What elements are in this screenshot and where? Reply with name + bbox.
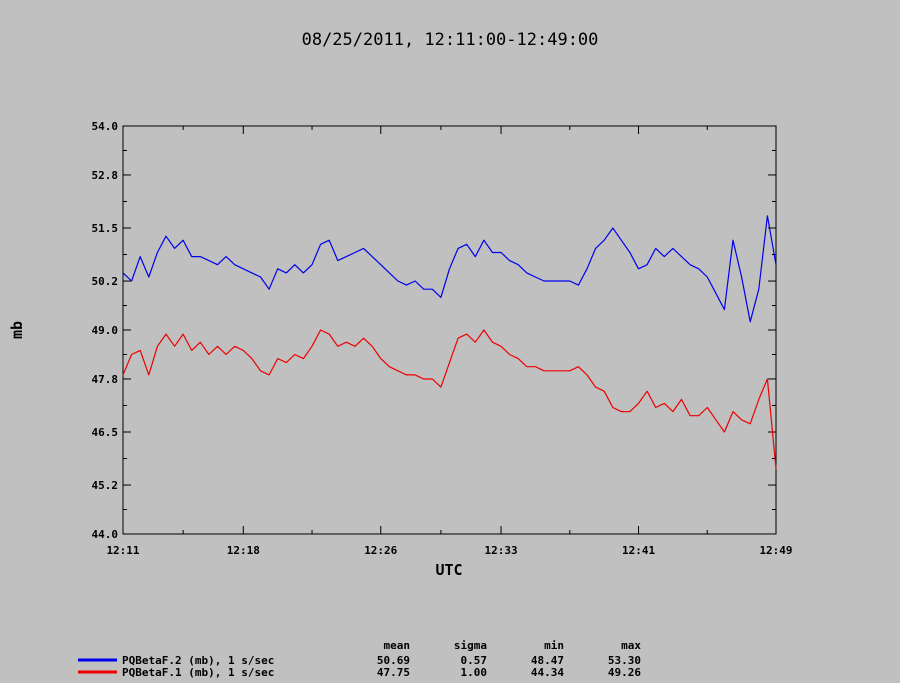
legend-label-series-1: PQBetaF.2 (mb), 1 s/sec — [122, 654, 274, 667]
series-layer — [122, 215, 777, 469]
y-axis-ticks: 44.0 45.2 46.5 47.8 49.0 50.2 51.5 52.8 54.0 — [92, 120, 776, 541]
stats-max-series-1: 53.30 — [608, 654, 641, 667]
y-tick-label: 50.2 — [92, 275, 119, 288]
series-line-2 — [122, 329, 777, 469]
x-tick-label: 12:33 — [484, 544, 517, 557]
stats-mean-series-2: 47.75 — [377, 666, 410, 679]
legend: mean sigma min max PQBetaF.2 (mb), 1 s/s… — [78, 639, 641, 679]
x-tick-label: 12:11 — [106, 544, 139, 557]
stats-mean-series-1: 50.69 — [377, 654, 410, 667]
legend-label-series-2: PQBetaF.1 (mb), 1 s/sec — [122, 666, 274, 679]
series-line-1 — [122, 215, 777, 323]
stats-header-sigma: sigma — [454, 639, 487, 652]
y-axis-label: mb — [8, 321, 26, 339]
x-tick-label: 12:18 — [227, 544, 260, 557]
stats-header-mean: mean — [384, 639, 411, 652]
y-tick-label: 45.2 — [92, 479, 119, 492]
x-tick-label: 12:49 — [759, 544, 792, 557]
stats-sigma-series-1: 0.57 — [461, 654, 488, 667]
x-axis-ticks: 12:11 12:18 12:26 12:33 12:41 12:49 — [106, 126, 793, 557]
y-tick-label: 46.5 — [92, 426, 119, 439]
stats-sigma-series-2: 1.00 — [461, 666, 488, 679]
plot-area — [122, 125, 777, 535]
minor-ticks — [123, 126, 776, 534]
y-tick-label: 51.5 — [92, 222, 119, 235]
stats-header-min: min — [544, 639, 564, 652]
stats-min-series-1: 48.47 — [531, 654, 564, 667]
x-axis-label: UTC — [435, 561, 462, 579]
y-tick-label: 54.0 — [92, 120, 119, 133]
y-tick-label: 47.8 — [92, 373, 119, 386]
chart-title: 08/25/2011, 12:11:00-12:49:00 — [302, 30, 599, 50]
stats-min-series-2: 44.34 — [531, 666, 564, 679]
x-tick-label: 12:41 — [622, 544, 655, 557]
y-tick-label: 52.8 — [92, 169, 119, 182]
stats-max-series-2: 49.26 — [608, 666, 641, 679]
y-tick-label: 49.0 — [92, 324, 119, 337]
x-tick-label: 12:26 — [364, 544, 397, 557]
y-tick-label: 44.0 — [92, 528, 119, 541]
stats-header-max: max — [621, 639, 641, 652]
